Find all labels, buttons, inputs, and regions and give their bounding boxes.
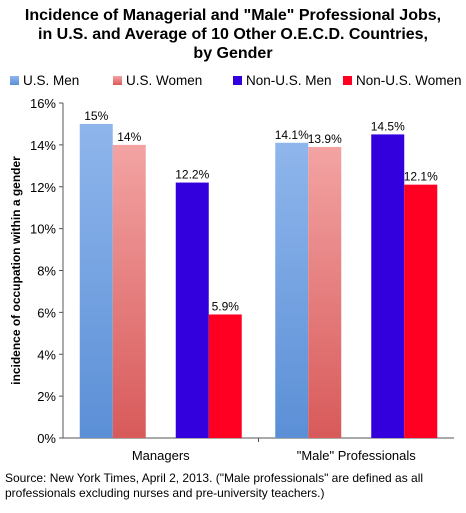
chart-title-line-3: by Gender [193,45,273,62]
x-category-label: Managers [132,448,190,463]
source-note: Source: New York Times, April 2, 2013. (… [5,471,424,500]
bar [175,182,209,438]
bar [275,142,309,438]
legend-label-us-men: U.S. Men [23,73,80,88]
legend-label-non-us-men: Non-U.S. Men [246,73,332,88]
data-label: 14% [117,130,141,144]
x-category-label: "Male" Professionals [297,448,417,463]
legend-item-non-us-men: Non-U.S. Men [233,73,332,88]
y-tick-label: 2% [37,389,56,404]
y-tick-label: 12% [30,180,56,195]
chart-title: Incidence of Managerial and "Male" Profe… [0,6,466,63]
legend-item-us-women: U.S. Women [113,73,202,88]
data-label: 12.1% [404,170,438,184]
bar [404,184,438,438]
legend-swatch-us-women [113,76,122,85]
y-tick-label: 16% [30,96,56,111]
y-tick-label: 10% [30,222,56,237]
y-tick-label: 6% [37,305,56,320]
y-tick-label: 0% [37,431,56,446]
legend-label-us-women: U.S. Women [126,73,203,88]
y-tick-label: 14% [30,138,56,153]
data-label: 14.1% [275,128,309,142]
y-axis-title: incidence of occupation within a gender [9,156,23,385]
y-tick-label: 8% [37,264,56,279]
data-label: 14.5% [371,119,405,133]
legend: U.S. Men U.S. Women Non-U.S. Men Non-U.S… [10,73,462,89]
bar [308,146,342,438]
legend-label-non-us-women: Non-U.S. Women [356,73,462,88]
data-label: 15% [84,109,108,123]
bar [79,123,113,438]
plot-area: 0% 2% 4% 6% 8% 10% 12% 14% 16% incidence of occup… [9,96,454,463]
bar [208,314,242,438]
y-tick-label: 4% [37,347,56,362]
chart-title-line-1: Incidence of Managerial and "Male" Profe… [24,7,442,24]
data-label: 5.9% [212,299,240,313]
legend-item-non-us-women: Non-U.S. Women [343,73,462,88]
data-label: 12.2% [175,168,209,182]
legend-swatch-non-us-women [343,76,352,85]
legend-item-us-men: U.S. Men [10,73,79,88]
legend-swatch-non-us-men [233,76,242,85]
bar [371,134,405,438]
bar [112,144,146,438]
data-label: 13.9% [308,132,342,146]
chart-title-line-2: in U.S. and Average of 10 Other O.E.C.D.… [38,26,428,43]
legend-swatch-us-men [10,76,19,85]
